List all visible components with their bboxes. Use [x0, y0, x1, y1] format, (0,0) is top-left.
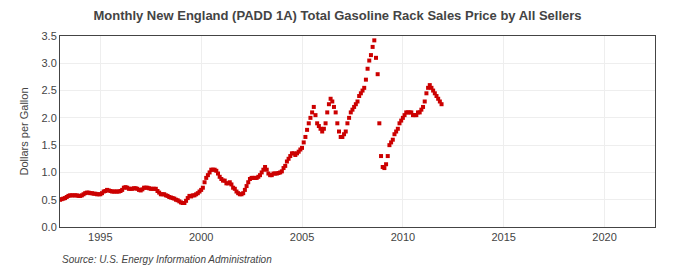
svg-text:2010: 2010: [391, 231, 415, 243]
svg-text:2015: 2015: [491, 231, 515, 243]
svg-text:2.0: 2.0: [42, 112, 57, 124]
svg-text:2.5: 2.5: [42, 84, 57, 96]
svg-text:3.0: 3.0: [42, 57, 57, 69]
svg-text:2000: 2000: [189, 231, 213, 243]
svg-text:Source: U.S. Energy Informatio: Source: U.S. Energy Information Administ…: [62, 254, 272, 265]
svg-text:2020: 2020: [592, 231, 616, 243]
svg-text:0.0: 0.0: [42, 221, 57, 233]
svg-text:Monthly New England (PADD 1A): Monthly New England (PADD 1A) Total Gaso…: [93, 8, 581, 23]
svg-text:1.5: 1.5: [42, 139, 57, 151]
svg-text:1.0: 1.0: [42, 166, 57, 178]
svg-text:3.5: 3.5: [42, 30, 57, 42]
svg-text:2005: 2005: [290, 231, 314, 243]
svg-text:0.5: 0.5: [42, 194, 57, 206]
svg-text:1995: 1995: [88, 231, 112, 243]
svg-text:Dollars per Gallon: Dollars per Gallon: [18, 87, 30, 175]
